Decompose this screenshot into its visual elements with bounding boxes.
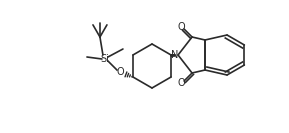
- Text: O: O: [177, 22, 185, 32]
- Text: O: O: [116, 67, 124, 77]
- Text: N: N: [171, 50, 179, 60]
- Text: O: O: [177, 78, 185, 88]
- Text: Si: Si: [101, 54, 109, 64]
